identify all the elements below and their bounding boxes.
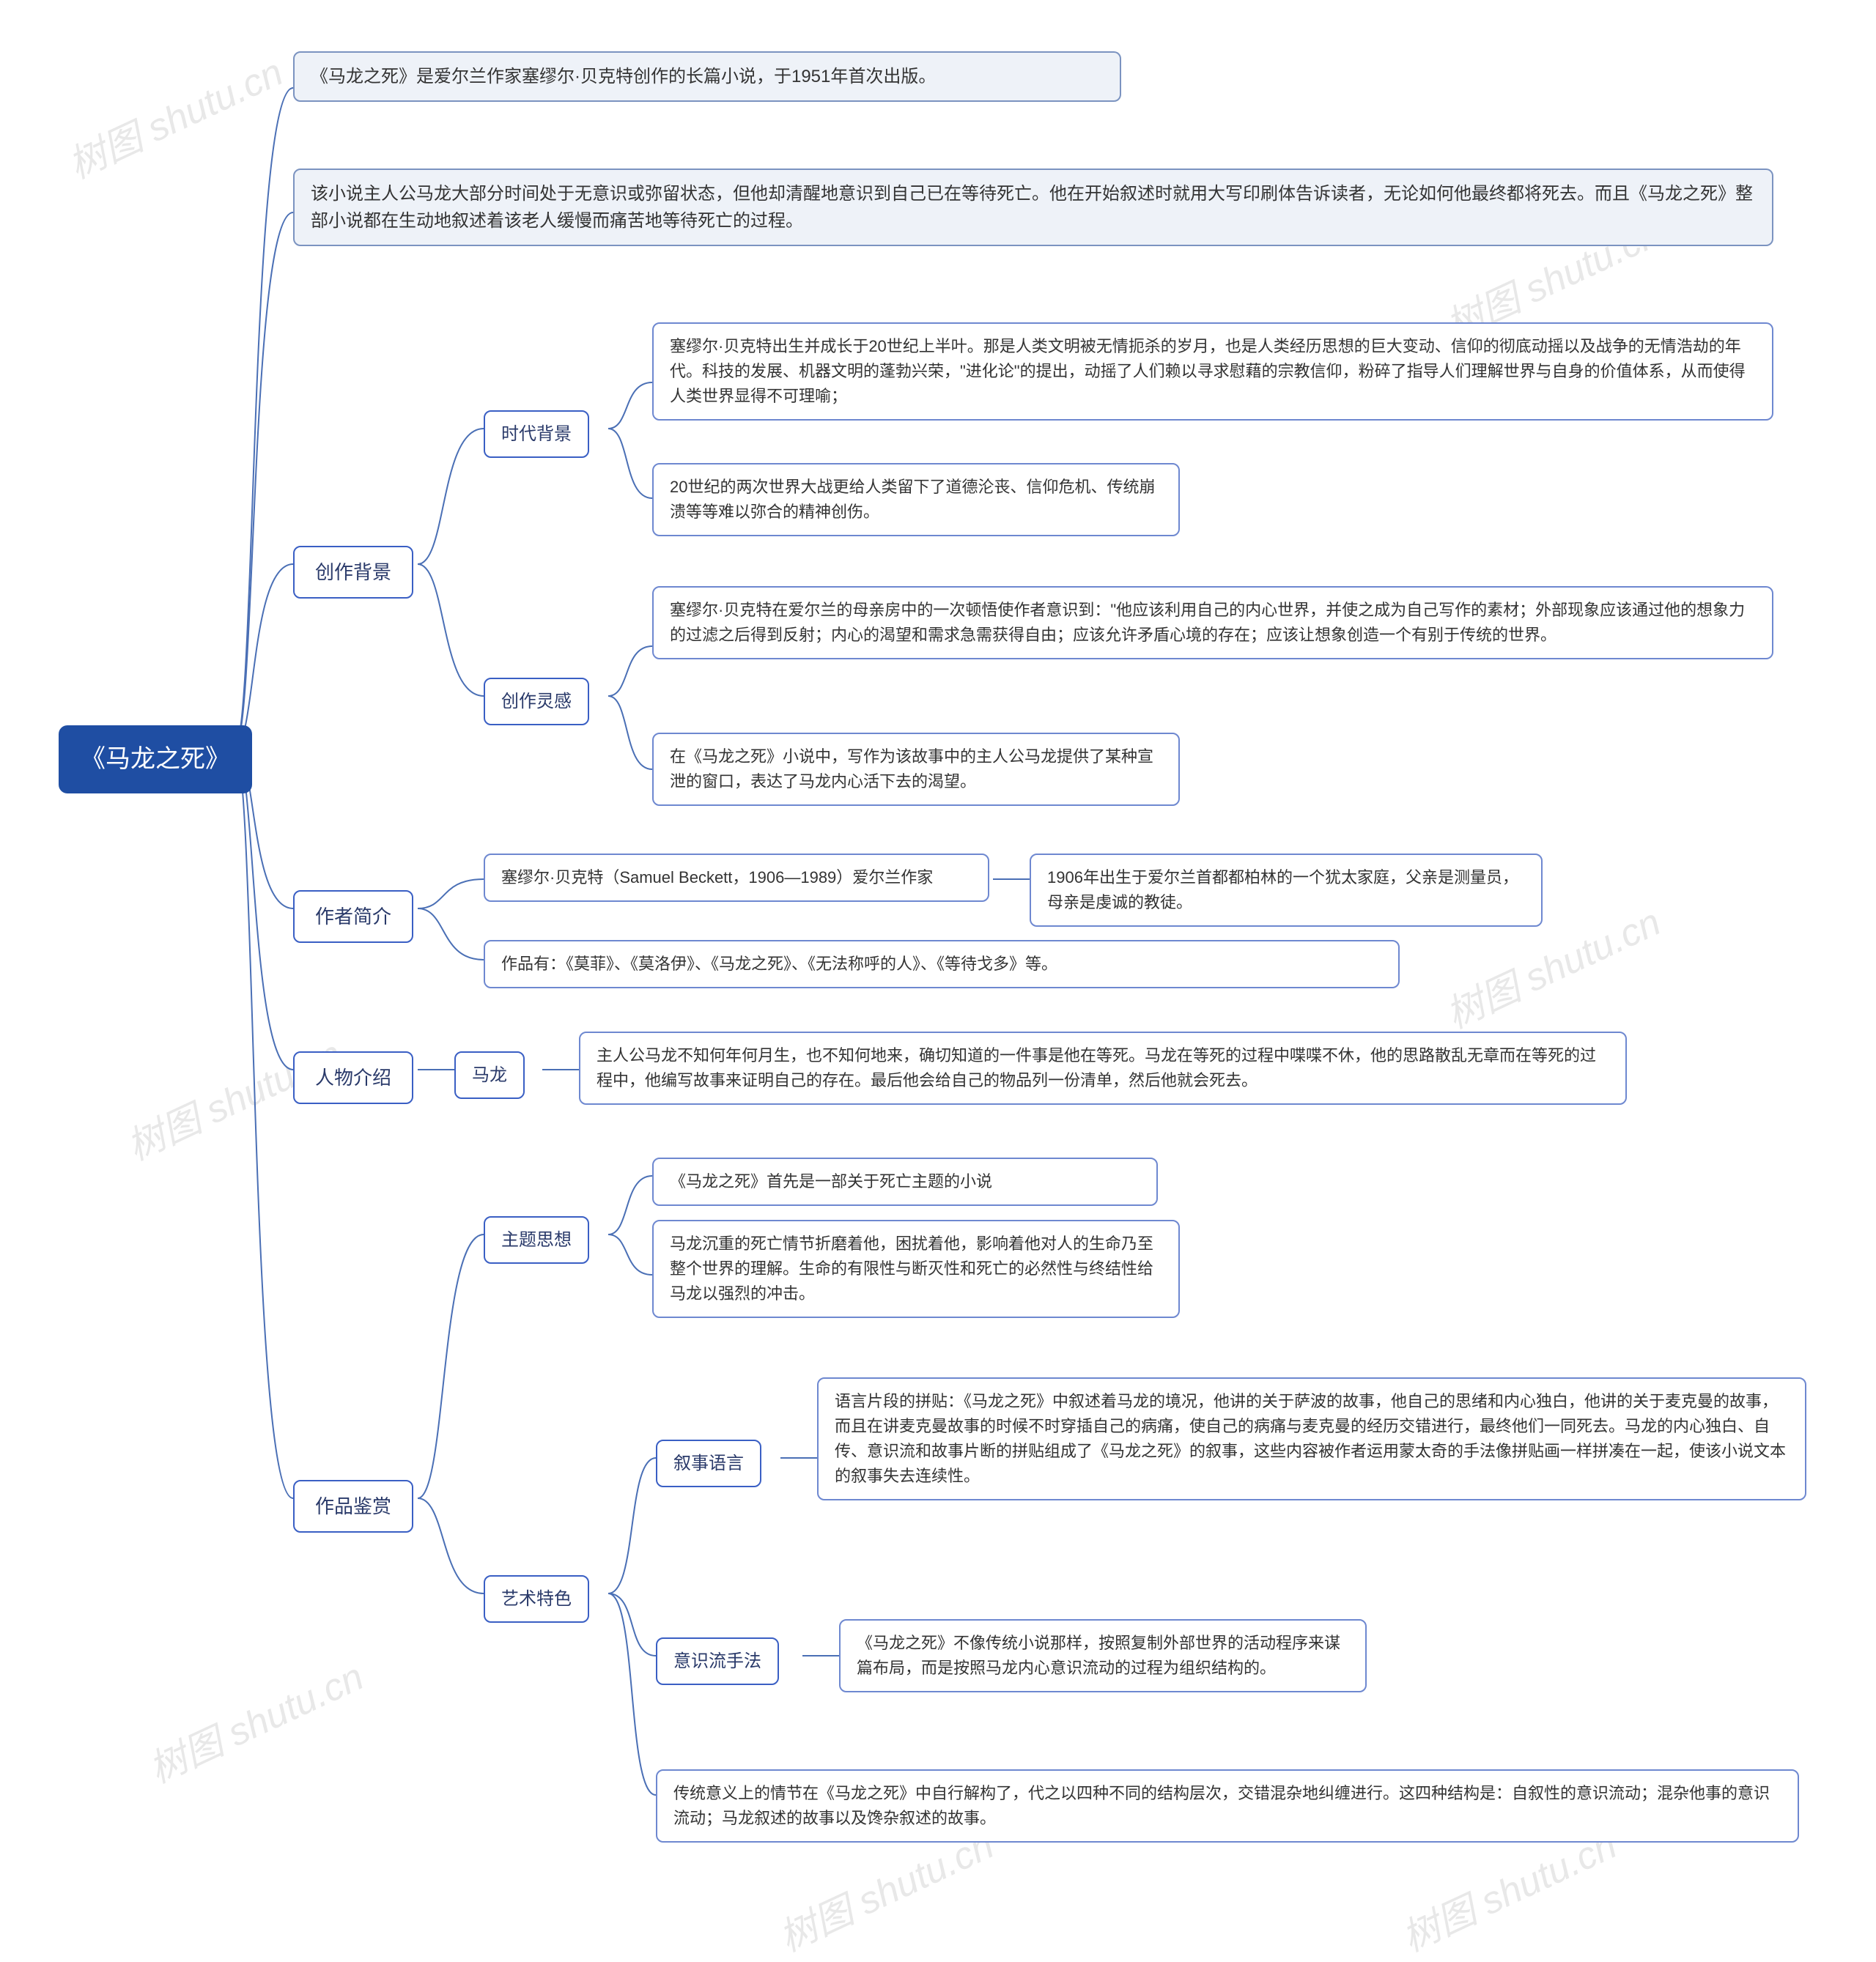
leaf-era-1: 塞缪尔·贝克特出生并成长于20世纪上半叶。那是人类文明被无情扼杀的岁月，也是人类… bbox=[652, 322, 1773, 421]
branch-creation-bg[interactable]: 创作背景 bbox=[293, 546, 413, 599]
leaf-inspire-2: 在《马龙之死》小说中，写作为该故事中的主人公马龙提供了某种宣泄的窗口，表达了马龙… bbox=[652, 733, 1180, 806]
sub-stream[interactable]: 意识流手法 bbox=[656, 1637, 779, 1685]
sub-art[interactable]: 艺术特色 bbox=[484, 1575, 589, 1623]
sub-era[interactable]: 时代背景 bbox=[484, 410, 589, 458]
leaf-character-desc: 主人公马龙不知何年何月生，也不知何地来，确切知道的一件事是他在等死。马龙在等死的… bbox=[579, 1032, 1627, 1105]
intro-node-1: 《马龙之死》是爱尔兰作家塞缪尔·贝克特创作的长篇小说，于1951年首次出版。 bbox=[293, 51, 1121, 102]
leaf-author-birth: 1906年出生于爱尔兰首都都柏林的一个犹太家庭，父亲是测量员，母亲是虔诚的教徒。 bbox=[1030, 854, 1543, 927]
sub-theme[interactable]: 主题思想 bbox=[484, 1216, 589, 1264]
branch-character[interactable]: 人物介绍 bbox=[293, 1051, 413, 1104]
branch-author[interactable]: 作者简介 bbox=[293, 890, 413, 943]
sub-inspire[interactable]: 创作灵感 bbox=[484, 678, 589, 725]
branch-appreciation[interactable]: 作品鉴赏 bbox=[293, 1480, 413, 1533]
leaf-era-2: 20世纪的两次世界大战更给人类留下了道德沦丧、信仰危机、传统崩溃等等难以弥合的精… bbox=[652, 463, 1180, 536]
leaf-inspire-1: 塞缪尔·贝克特在爱尔兰的母亲房中的一次顿悟使作者意识到："他应该利用自己的内心世… bbox=[652, 586, 1773, 659]
leaf-theme-2: 马龙沉重的死亡情节折磨着他，困扰着他，影响着他对人的生命乃至整个世界的理解。生命… bbox=[652, 1220, 1180, 1318]
leaf-narrative: 语言片段的拼贴：《马龙之死》中叙述着马龙的境况，他讲的关于萨波的故事，他自己的思… bbox=[817, 1377, 1806, 1500]
leaf-theme-1: 《马龙之死》首先是一部关于死亡主题的小说 bbox=[652, 1158, 1158, 1206]
root-node[interactable]: 《马龙之死》 bbox=[59, 725, 252, 793]
leaf-structure: 传统意义上的情节在《马龙之死》中自行解构了，代之以四种不同的结构层次，交错混杂地… bbox=[656, 1769, 1799, 1843]
sub-narrative[interactable]: 叙事语言 bbox=[656, 1440, 761, 1487]
leaf-author-works: 作品有：《莫菲》、《莫洛伊》、《马龙之死》、《无法称呼的人》、《等待戈多》等。 bbox=[484, 940, 1400, 988]
watermark: 树图 shutu.cn bbox=[139, 1646, 371, 1793]
leaf-stream: 《马龙之死》不像传统小说那样，按照复制外部世界的活动程序来谋篇布局，而是按照马龙… bbox=[839, 1619, 1367, 1692]
intro-node-2: 该小说主人公马龙大部分时间处于无意识或弥留状态，但他却清醒地意识到自己已在等待死… bbox=[293, 169, 1773, 246]
sub-character-name[interactable]: 马龙 bbox=[454, 1051, 525, 1099]
leaf-author-bio: 塞缪尔·贝克特（Samuel Beckett，1906—1989）爱尔兰作家 bbox=[484, 854, 989, 902]
watermark: 树图 shutu.cn bbox=[58, 42, 290, 189]
